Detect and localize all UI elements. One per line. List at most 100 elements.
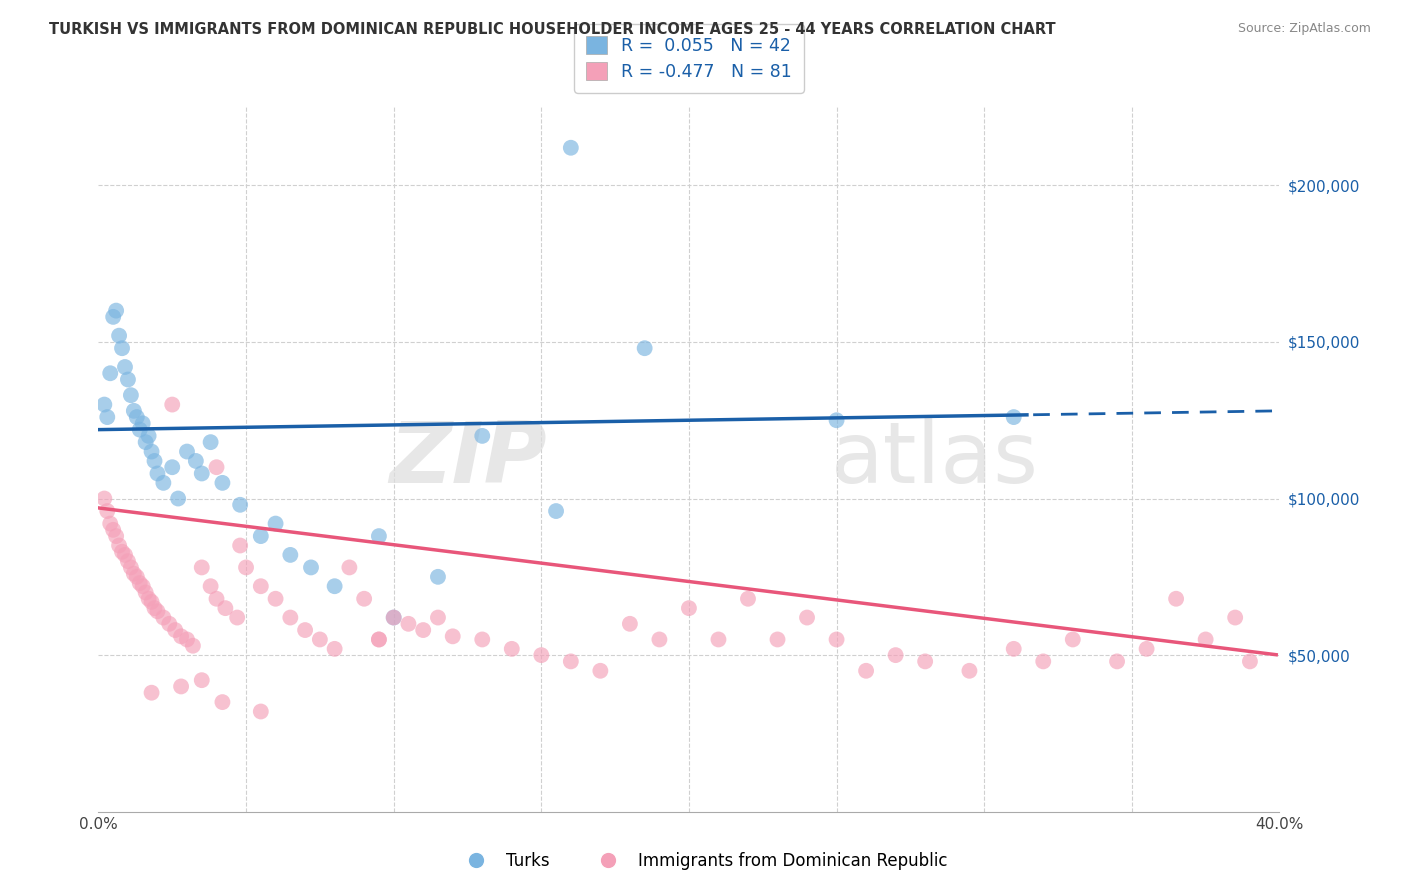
Point: [120, 560, 142, 574]
Point: [200, 435, 222, 450]
Point: [546, 504, 568, 518]
Point: [226, 610, 249, 624]
Point: [111, 341, 134, 355]
Point: [141, 444, 163, 458]
Point: [96, 410, 118, 425]
Point: [471, 632, 494, 647]
Point: [214, 601, 236, 615]
Point: [105, 303, 128, 318]
Point: [122, 404, 145, 418]
Point: [368, 632, 391, 647]
Point: [560, 654, 582, 668]
Point: [191, 467, 214, 481]
Point: [211, 695, 233, 709]
Point: [229, 539, 252, 553]
Point: [855, 664, 877, 678]
Point: [339, 560, 361, 574]
Point: [959, 664, 981, 678]
Point: [128, 576, 150, 591]
Point: [264, 516, 287, 531]
Point: [162, 398, 183, 412]
Point: [368, 632, 391, 647]
Point: [299, 560, 322, 574]
Point: [264, 591, 287, 606]
Point: [141, 686, 163, 700]
Point: [280, 548, 302, 562]
Point: [737, 591, 759, 606]
Point: [589, 664, 612, 678]
Point: [250, 529, 273, 543]
Point: [184, 454, 207, 468]
Point: [103, 310, 125, 324]
Point: [98, 516, 121, 531]
Point: [165, 623, 187, 637]
Point: [114, 548, 136, 562]
Point: [125, 410, 148, 425]
Point: [211, 475, 233, 490]
Text: atlas: atlas: [831, 417, 1039, 501]
Point: [162, 460, 183, 475]
Point: [427, 570, 450, 584]
Point: [138, 591, 160, 606]
Point: [235, 560, 257, 574]
Point: [884, 648, 907, 662]
Point: [181, 639, 204, 653]
Point: [98, 366, 121, 380]
Point: [471, 429, 494, 443]
Point: [825, 413, 848, 427]
Point: [105, 529, 128, 543]
Point: [135, 435, 157, 450]
Point: [250, 579, 273, 593]
Point: [280, 610, 302, 624]
Point: [766, 632, 789, 647]
Point: [323, 641, 346, 656]
Point: [1062, 632, 1084, 647]
Point: [530, 648, 553, 662]
Point: [138, 429, 160, 443]
Point: [170, 680, 193, 694]
Text: Source: ZipAtlas.com: Source: ZipAtlas.com: [1237, 22, 1371, 36]
Point: [132, 417, 155, 431]
Point: [152, 475, 174, 490]
Point: [382, 610, 405, 624]
Legend: Turks, Immigrants from Dominican Republic: Turks, Immigrants from Dominican Republi…: [453, 846, 953, 877]
Point: [96, 504, 118, 518]
Point: [648, 632, 671, 647]
Point: [146, 467, 169, 481]
Point: [1166, 591, 1188, 606]
Point: [707, 632, 730, 647]
Point: [441, 629, 464, 643]
Point: [619, 616, 641, 631]
Point: [93, 491, 115, 506]
Point: [501, 641, 523, 656]
Point: [114, 359, 136, 374]
Point: [108, 328, 131, 343]
Point: [353, 591, 375, 606]
Point: [176, 444, 198, 458]
Point: [143, 601, 166, 615]
Point: [108, 539, 131, 553]
Point: [205, 460, 228, 475]
Point: [678, 601, 700, 615]
Point: [152, 610, 174, 624]
Point: [309, 632, 332, 647]
Point: [412, 623, 434, 637]
Point: [1136, 641, 1159, 656]
Point: [93, 398, 115, 412]
Point: [122, 566, 145, 581]
Text: TURKISH VS IMMIGRANTS FROM DOMINICAN REPUBLIC HOUSEHOLDER INCOME AGES 25 - 44 YE: TURKISH VS IMMIGRANTS FROM DOMINICAN REP…: [49, 22, 1056, 37]
Point: [135, 585, 157, 599]
Point: [1107, 654, 1129, 668]
Point: [200, 579, 222, 593]
Point: [1002, 410, 1025, 425]
Text: ZIP: ZIP: [389, 417, 547, 501]
Point: [1239, 654, 1261, 668]
Point: [368, 529, 391, 543]
Point: [170, 629, 193, 643]
Point: [132, 579, 155, 593]
Point: [1032, 654, 1054, 668]
Point: [560, 141, 582, 155]
Point: [128, 423, 150, 437]
Point: [796, 610, 818, 624]
Point: [120, 388, 142, 402]
